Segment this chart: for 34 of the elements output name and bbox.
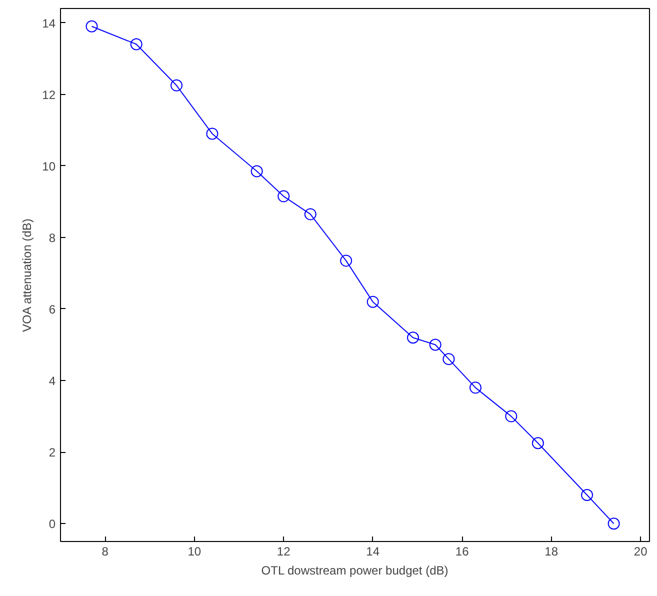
y-tick-label: 8 — [48, 230, 56, 245]
point — [407, 332, 420, 344]
y-tick-label: 12 — [42, 88, 56, 102]
point — [532, 437, 544, 450]
y-axis-title: VOA attenuation (dB) — [20, 218, 34, 332]
point — [442, 353, 455, 366]
x-tick-label: 20 — [634, 544, 648, 558]
y-tick-label: 4 — [48, 374, 56, 388]
y-tick-label: 10 — [42, 159, 56, 174]
point — [581, 489, 594, 501]
x-tick-label: 12 — [276, 544, 291, 558]
x-tick-label: 14 — [366, 544, 380, 558]
y-tick-label: 2 — [48, 446, 56, 460]
point — [130, 38, 142, 50]
point — [206, 128, 218, 140]
point — [170, 79, 183, 92]
point — [429, 338, 442, 351]
x-tick-label: 18 — [544, 544, 558, 558]
point — [608, 518, 620, 530]
x-tick-label: 16 — [455, 544, 470, 558]
point — [366, 296, 379, 308]
point — [505, 410, 518, 422]
y-tick-label: 14 — [42, 16, 56, 30]
y-tick-label: 0 — [48, 517, 56, 532]
point — [250, 165, 263, 178]
point — [304, 208, 316, 220]
point — [86, 20, 98, 32]
x-tick-label: 8 — [102, 544, 109, 558]
x-axis-title: OTL dowstream power budget (dB) — [261, 564, 448, 578]
point — [340, 254, 352, 267]
y-tick-label: 6 — [48, 302, 56, 316]
point — [469, 382, 482, 394]
point — [278, 190, 290, 202]
x-tick-label: 10 — [188, 544, 202, 558]
